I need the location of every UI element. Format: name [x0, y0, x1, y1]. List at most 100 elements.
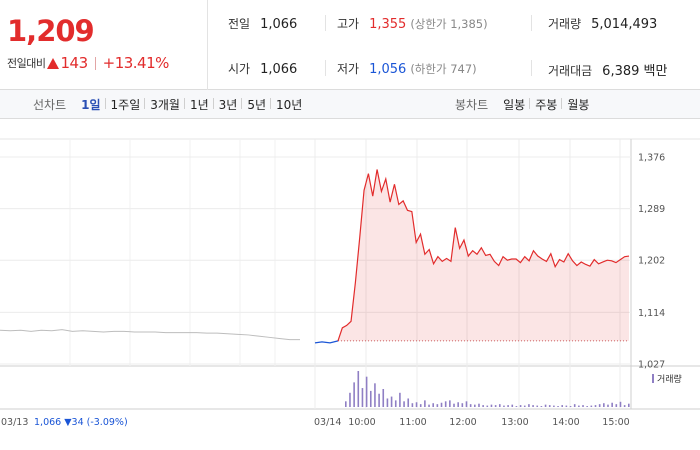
- volume-bar: [432, 403, 434, 407]
- x-tick-label: 03/14: [314, 417, 341, 428]
- volume-bar: [498, 404, 501, 407]
- volume-bar: [586, 406, 588, 407]
- stat-amount: 거래대금 6,389 백만: [548, 60, 667, 79]
- stat-label: 거래대금: [548, 64, 593, 78]
- volume-bar: [444, 401, 447, 407]
- tab-1year[interactable]: 1년: [183, 96, 214, 113]
- volume-bar: [536, 405, 539, 407]
- current-price: 1,209: [7, 14, 95, 48]
- price-line: [337, 169, 630, 342]
- volume-bar: [573, 404, 576, 407]
- volume-bar: [386, 398, 389, 407]
- tab-weekly-candle[interactable]: 주봉: [529, 96, 562, 113]
- volume-bar: [465, 401, 468, 407]
- volume-bar: [628, 403, 630, 407]
- volume-bar: [515, 406, 518, 407]
- volume-bar: [565, 405, 568, 407]
- volume-bar: [557, 406, 559, 407]
- volume-bar: [582, 405, 584, 407]
- volume-bar: [374, 383, 376, 407]
- tab-monthly-candle[interactable]: 월봉: [561, 96, 594, 113]
- tab-1day[interactable]: 1일: [81, 98, 101, 112]
- volume-bar: [544, 404, 547, 407]
- candle-chart-tabs: 봉차트 일봉 주봉 월봉: [455, 90, 594, 119]
- tab-daily-candle[interactable]: 일봉: [503, 98, 526, 112]
- up-arrow-icon: [47, 57, 60, 69]
- prev-day-info: 1,066 ▼34 (-3.09%): [34, 417, 128, 428]
- volume-bar: [369, 390, 372, 407]
- volume-bar: [548, 405, 551, 407]
- price-area: [338, 169, 629, 341]
- volume-bar: [578, 405, 580, 407]
- line-chart-label: 선차트: [33, 98, 67, 112]
- volume-bar: [415, 402, 418, 407]
- price-chart[interactable]: 03/14 10:00 11:00 12:00 13:00 14:00 15:00 1,376…: [0, 119, 700, 450]
- y-tick-label: 1,114: [638, 308, 665, 319]
- x-tick-label: 11:00: [399, 417, 426, 428]
- volume-bar: [486, 405, 489, 407]
- volume-bar: [590, 405, 593, 407]
- stat-prev-close: 전일 1,066: [228, 15, 297, 32]
- stat-label: 거래량: [548, 17, 582, 31]
- stat-high: 고가 1,355 (상한가 1,385): [337, 15, 488, 32]
- volume-bar: [390, 396, 393, 407]
- volume-bar: [349, 392, 351, 407]
- x-tick-label: 10:00: [348, 417, 375, 428]
- volume-bar: [507, 405, 509, 407]
- stat-open: 시가 1,066: [228, 60, 297, 77]
- volume-bar: [361, 388, 364, 407]
- chart-period-tabs: 선차트 1일 1주일 3개월 1년 3년 5년 10년 봉차트 일봉 주봉 월봉: [0, 90, 700, 119]
- volume-bar: [474, 404, 476, 407]
- volume-bar: [382, 389, 385, 407]
- change-row: 전일대비 143 +13.41%: [7, 54, 169, 72]
- tab-1week[interactable]: 1주일: [104, 96, 146, 113]
- volume-bar: [419, 404, 422, 407]
- volume-bar: [607, 404, 609, 407]
- y-tick-label: 1,376: [638, 153, 665, 164]
- volume-bar: [623, 405, 626, 407]
- volume-bar: [428, 404, 430, 407]
- volume-bar: [482, 405, 484, 407]
- upper-limit: (상한가 1,385): [410, 17, 488, 31]
- volume-bar: [540, 406, 543, 407]
- volume-bar: [365, 376, 368, 407]
- price-chart-svg[interactable]: 03/14 10:00 11:00 12:00 13:00 14:00 15:00 1,376…: [0, 119, 700, 450]
- prev-day-line: [0, 329, 300, 341]
- candle-chart-label: 봉차트: [455, 98, 489, 112]
- volume-bar: [357, 371, 360, 407]
- volume-bar: [532, 405, 534, 407]
- volume-bar: [469, 404, 472, 407]
- volume-bar: [478, 403, 480, 407]
- stat-label: 시가: [228, 62, 251, 76]
- volume-legend-swatch: [652, 374, 654, 383]
- volume-bar: [403, 401, 405, 407]
- volume-bar: [378, 393, 380, 407]
- stat-value: 5,014,493: [591, 17, 658, 32]
- price-box: 1,209 전일대비 143 +13.41%: [0, 0, 208, 90]
- volume-bar: [453, 403, 455, 407]
- volume-bar: [440, 402, 443, 407]
- change-value: 143: [60, 54, 88, 72]
- volume-bar: [424, 400, 426, 407]
- volume-bar: [494, 405, 497, 407]
- tab-5year[interactable]: 5년: [241, 96, 271, 113]
- volume-bar: [561, 405, 564, 407]
- x-tick-label: 12:00: [449, 417, 476, 428]
- tab-3year[interactable]: 3년: [212, 96, 243, 113]
- below-base-line: [314, 340, 339, 344]
- tab-3month[interactable]: 3개월: [144, 96, 185, 113]
- tab-10year[interactable]: 10년: [270, 96, 307, 113]
- volume-bar: [528, 404, 530, 407]
- stat-value: 1,056: [369, 62, 407, 77]
- quote-summary: 1,209 전일대비 143 +13.41% 전일 1,066 고가 1,355…: [0, 0, 700, 90]
- x-tick-label: 15:00: [602, 417, 629, 428]
- stat-label: 저가: [337, 62, 360, 76]
- y-tick-label: 1,289: [638, 204, 665, 215]
- volume-bar: [598, 404, 601, 407]
- volume-bar: [490, 404, 493, 407]
- volume-bar: [345, 401, 347, 407]
- volume-bar: [436, 404, 439, 407]
- volume-bar: [615, 404, 618, 407]
- volume-bar: [523, 405, 526, 407]
- volume-bar: [553, 405, 555, 407]
